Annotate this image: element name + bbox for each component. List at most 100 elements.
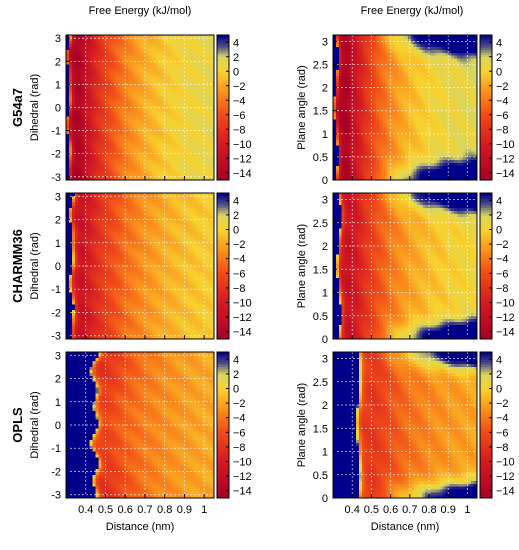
heatmap-cell <box>71 87 76 91</box>
heatmap-cell <box>448 101 452 105</box>
heatmap-cell <box>68 35 73 39</box>
heatmap-cell <box>181 136 185 140</box>
heatmap-cell <box>384 136 389 140</box>
heatmap-cell <box>137 58 141 62</box>
heatmap-cell <box>399 49 403 53</box>
heatmap-cell <box>128 162 132 166</box>
heatmap-cell <box>184 153 188 158</box>
heatmap-cell <box>178 130 182 134</box>
heatmap-cell <box>98 156 102 161</box>
heatmap-cell <box>399 142 403 146</box>
heatmap-cell <box>405 162 409 166</box>
heatmap-cell <box>338 151 343 155</box>
heatmap-cell <box>347 35 351 39</box>
heatmap-cell <box>361 168 366 172</box>
heatmap-cell <box>86 101 91 105</box>
heatmap-cell <box>80 69 85 74</box>
heatmap-cell <box>151 55 156 59</box>
heatmap-cell <box>341 159 345 163</box>
heatmap-cell <box>208 66 212 71</box>
heatmap-cell <box>413 119 417 123</box>
heatmap-cell <box>148 113 153 117</box>
heatmap-cell <box>134 122 138 126</box>
heatmap-cell <box>456 72 461 76</box>
heatmap-cell <box>393 165 397 169</box>
heatmap-cell <box>379 122 383 126</box>
heatmap-cell <box>166 78 170 82</box>
heatmap-cell <box>436 171 440 175</box>
heatmap-cell <box>157 148 162 152</box>
colorbar-segment <box>217 88 229 91</box>
heatmap-cell <box>436 93 440 97</box>
heatmap-cell <box>445 130 449 134</box>
heatmap-cell <box>140 35 144 39</box>
heatmap-cell <box>384 43 389 47</box>
heatmap-cell <box>419 171 423 175</box>
heatmap-cell <box>370 52 374 56</box>
heatmap-cell <box>410 110 415 114</box>
heatmap-cell <box>181 93 185 97</box>
heatmap-cell <box>77 165 82 169</box>
heatmap-cell <box>387 139 391 143</box>
heatmap-cell <box>80 49 85 53</box>
heatmap-cell <box>353 87 357 91</box>
heatmap-cell <box>145 55 150 59</box>
heatmap-cell <box>356 122 360 126</box>
heatmap-cell <box>410 66 415 71</box>
colorbar-segment <box>217 109 229 113</box>
heatmap-cell <box>410 81 415 85</box>
heatmap-cell <box>140 119 144 123</box>
heatmap-cell <box>184 93 188 97</box>
heatmap-cell <box>190 110 194 114</box>
heatmap-cell <box>125 177 129 181</box>
heatmap-cell <box>202 139 206 143</box>
heatmap-cell <box>205 49 209 53</box>
heatmap-cell <box>448 122 452 126</box>
heatmap-cell <box>356 156 360 161</box>
heatmap-cell <box>453 52 458 56</box>
heatmap-cell <box>358 84 363 88</box>
heatmap-cell <box>140 145 144 149</box>
heatmap-cell <box>175 145 179 149</box>
heatmap-cell <box>166 174 170 178</box>
heatmap-cell <box>119 35 123 39</box>
heatmap-cell <box>390 66 394 71</box>
heatmap-cell <box>364 35 368 39</box>
heatmap-cell <box>175 81 179 85</box>
heatmap-cell <box>396 81 400 85</box>
heatmap-cell <box>422 46 426 50</box>
heatmap-cell <box>410 153 415 158</box>
heatmap-cell <box>110 46 114 50</box>
heatmap-cell <box>148 151 153 155</box>
heatmap-cell <box>445 177 449 181</box>
heatmap-cell <box>387 37 391 42</box>
heatmap-cell <box>376 113 380 117</box>
heatmap-cell <box>402 153 406 158</box>
heatmap-cell <box>338 49 343 53</box>
heatmap-cell <box>430 75 435 79</box>
heatmap-cell <box>83 61 88 65</box>
heatmap-cell <box>442 55 446 59</box>
heatmap-cell <box>459 127 463 132</box>
heatmap-cell <box>445 61 449 65</box>
heatmap-cell <box>95 69 99 74</box>
heatmap-cell <box>74 119 79 123</box>
heatmap-cell <box>459 52 463 56</box>
heatmap-cell <box>462 78 466 82</box>
heatmap-cell <box>122 87 126 91</box>
heatmap-cell <box>122 98 126 103</box>
heatmap-cell <box>416 168 420 172</box>
heatmap-cell <box>199 133 203 137</box>
heatmap-cell <box>184 78 188 82</box>
heatmap-cell <box>459 116 463 120</box>
heatmap-cell <box>145 104 150 108</box>
heatmap-cell <box>370 40 374 45</box>
heatmap-cell <box>184 122 188 126</box>
heatmap-cell <box>396 174 400 178</box>
heatmap-cell <box>128 64 132 68</box>
heatmap-cell <box>364 40 368 45</box>
heatmap-cell <box>448 127 452 132</box>
heatmap-cell <box>178 145 182 149</box>
heatmap-cell <box>402 165 406 169</box>
heatmap-cell <box>131 113 135 117</box>
